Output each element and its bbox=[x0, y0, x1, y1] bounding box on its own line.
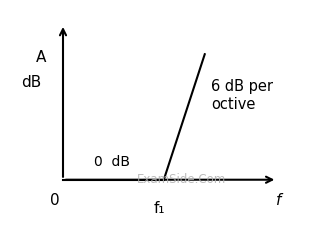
Text: 6 dB per
octive: 6 dB per octive bbox=[211, 79, 273, 111]
Text: A: A bbox=[36, 50, 46, 65]
Text: 0: 0 bbox=[50, 192, 60, 208]
Text: 0  dB: 0 dB bbox=[94, 154, 130, 168]
Text: f₁: f₁ bbox=[153, 200, 165, 215]
Text: dB: dB bbox=[21, 75, 42, 90]
Text: f: f bbox=[276, 192, 282, 208]
Text: ExamSide.Com: ExamSide.Com bbox=[136, 172, 226, 185]
